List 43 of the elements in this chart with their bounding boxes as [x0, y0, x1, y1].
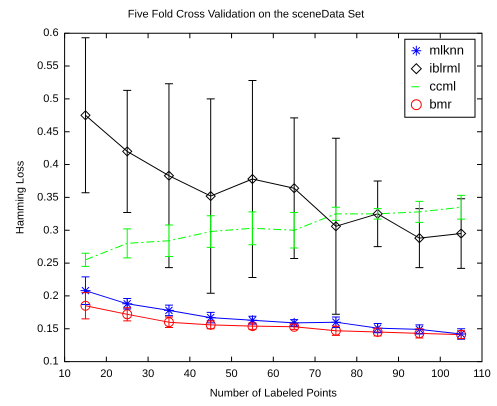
point: [414, 328, 424, 338]
point: [289, 183, 300, 194]
point: [206, 191, 216, 202]
x-tick-label: 80: [350, 368, 363, 380]
y-tick-label: 0.35: [37, 191, 59, 204]
x-tick-label: 10: [58, 368, 71, 380]
point: [372, 327, 383, 338]
y-tick-label: 0.3: [43, 224, 59, 236]
x-tick-label: 90: [392, 368, 405, 380]
y-tick-label: 0.6: [43, 27, 59, 40]
chart-title: Five Fold Cross Validation on the sceneData Set: [128, 8, 364, 21]
x-tick-label: 30: [142, 368, 154, 380]
y-tick-label: 0.4: [43, 158, 59, 171]
point: [80, 285, 91, 296]
y-tick-label: 0.55: [37, 60, 59, 72]
x-tick-label: 50: [225, 368, 238, 380]
y-tick-label: 0.45: [37, 126, 59, 138]
y-tick-label: 0.2: [43, 290, 59, 302]
point: [122, 146, 132, 156]
point: [289, 322, 300, 332]
y-axis-title: Hamming Loss: [14, 160, 27, 234]
x-tick-label: 100: [431, 368, 450, 380]
y-tick-label: 0.1: [43, 356, 59, 368]
point: [80, 300, 90, 311]
point: [247, 174, 258, 184]
point: [80, 110, 90, 120]
y-tick-label: 0.15: [37, 322, 59, 335]
point: [414, 233, 424, 244]
point: [456, 228, 466, 239]
legend-label: iblrml: [429, 60, 460, 76]
legend-label: ccml: [429, 78, 456, 94]
x-tick-label: 60: [267, 368, 280, 380]
point: [164, 170, 174, 181]
x-tick-label: 70: [308, 368, 322, 380]
legend-label: mlknn: [429, 42, 464, 58]
y-tick-label: 0.25: [37, 257, 59, 270]
y-tick-label: 0.5: [43, 92, 59, 105]
x-tick-label: 110: [473, 368, 491, 380]
legend-label: bmr: [429, 96, 452, 112]
x-tick-label: 20: [100, 368, 112, 380]
point: [330, 221, 341, 232]
x-tick-label: 40: [184, 368, 196, 380]
x-axis-title: Number of Labeled Points: [210, 387, 338, 400]
